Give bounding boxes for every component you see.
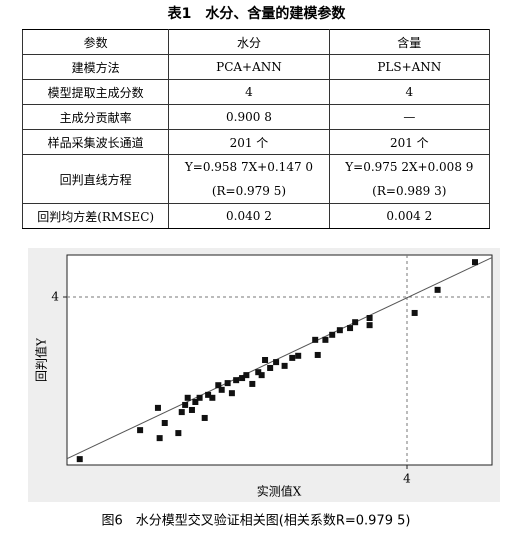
table-cell: 0.004 2: [328, 203, 491, 229]
cell-line: (R=0.989 3): [372, 184, 447, 198]
data-point: [258, 372, 265, 379]
data-point: [472, 259, 478, 266]
data-point: [224, 380, 231, 387]
table-cell: Y=0.958 7X+0.147 0 (R=0.979 5): [168, 154, 330, 204]
table-cell: 0.040 2: [168, 203, 330, 229]
header-cell: 含量: [328, 29, 491, 55]
data-point: [312, 336, 319, 343]
data-point: [262, 357, 269, 363]
data-point: [243, 372, 250, 379]
data-point: [209, 394, 216, 401]
cell-line: Y=0.958 7X+0.147 0: [184, 160, 314, 174]
fit-line: [66, 257, 493, 460]
data-point: [249, 380, 256, 387]
table-row: 回判直线方程 Y=0.958 7X+0.147 0 (R=0.979 5) Y=0.9…: [21, 154, 491, 204]
data-point: [267, 364, 274, 371]
data-point: [239, 375, 246, 382]
data-point: [76, 456, 83, 463]
header-cell: 水分: [168, 29, 330, 55]
data-point: [411, 309, 418, 316]
y-tick-label: 4: [51, 290, 59, 304]
figure-caption: 图6 水分模型交叉验证相关图(相关系数R=0.979 5): [102, 513, 411, 529]
data-point: [154, 404, 161, 411]
table-row: 模型提取主成分数 4 4: [21, 79, 491, 105]
table-cell: —: [328, 104, 491, 130]
table-cell: 模型提取主成分数: [21, 79, 170, 105]
table-row: 建模方法 PCA+ANN PLS+ANN: [21, 54, 491, 80]
data-point: [233, 377, 240, 384]
data-point: [366, 322, 373, 329]
plot-area: [66, 254, 493, 466]
table-cell: 主成分贡献率: [21, 104, 170, 130]
data-point: [218, 386, 225, 393]
data-point: [182, 401, 189, 408]
table-cell: 样品采集波长通道: [21, 129, 170, 155]
data-point: [314, 351, 321, 358]
data-point: [196, 394, 203, 401]
data-point: [289, 354, 296, 361]
table-row: 样品采集波长通道 201 个 201 个: [21, 129, 491, 155]
data-point: [281, 362, 288, 369]
cell-line: (R=0.979 5): [211, 184, 287, 198]
data-point: [336, 327, 343, 334]
data-point: [161, 420, 168, 426]
data-point: [352, 319, 359, 326]
cell-line: Y=0.975 2X+0.008 9: [345, 160, 474, 174]
data-point: [273, 359, 280, 366]
data-point: [184, 394, 191, 401]
data-point: [347, 325, 354, 332]
data-point: [228, 390, 235, 397]
table-cell: Y=0.975 2X+0.008 9 (R=0.989 3): [328, 154, 491, 204]
x-axis-label: 实测值X: [257, 484, 302, 499]
data-point: [322, 336, 329, 343]
y-axis-label: 回判值Y: [34, 337, 49, 382]
data-point: [366, 315, 373, 321]
data-point: [175, 430, 182, 437]
table-title: 表1 水分、含量的建模参数: [167, 6, 346, 22]
table-row: 回判均方差(RMSEC) 0.040 2 0.004 2: [21, 203, 491, 229]
table-cell: 回判直线方程: [21, 154, 170, 204]
data-point: [178, 409, 185, 416]
data-point: [215, 382, 222, 389]
table-cell: 回判均方差(RMSEC): [21, 203, 170, 229]
data-point: [255, 369, 262, 376]
data-point: [156, 435, 163, 442]
data-point: [201, 414, 208, 421]
data-point: [137, 427, 144, 434]
data-point: [295, 352, 302, 359]
data-point: [434, 286, 441, 293]
table-row: 主成分贡献率 0.900 8—: [21, 104, 491, 130]
data-point: [188, 406, 195, 413]
x-tick-label: 4: [403, 472, 411, 486]
table-cell: 4: [168, 79, 330, 105]
data-point: [205, 391, 212, 398]
data-point: [192, 399, 199, 405]
data-point: [329, 331, 336, 338]
header-cell: 参数: [21, 29, 170, 55]
table: 参数 水分 含量 建模方法 PCA+ANN PLS+ANN 模型提取主成分数 4 4 主成分贡献率…: [21, 29, 491, 229]
table-cell: 建模方法: [21, 54, 170, 80]
